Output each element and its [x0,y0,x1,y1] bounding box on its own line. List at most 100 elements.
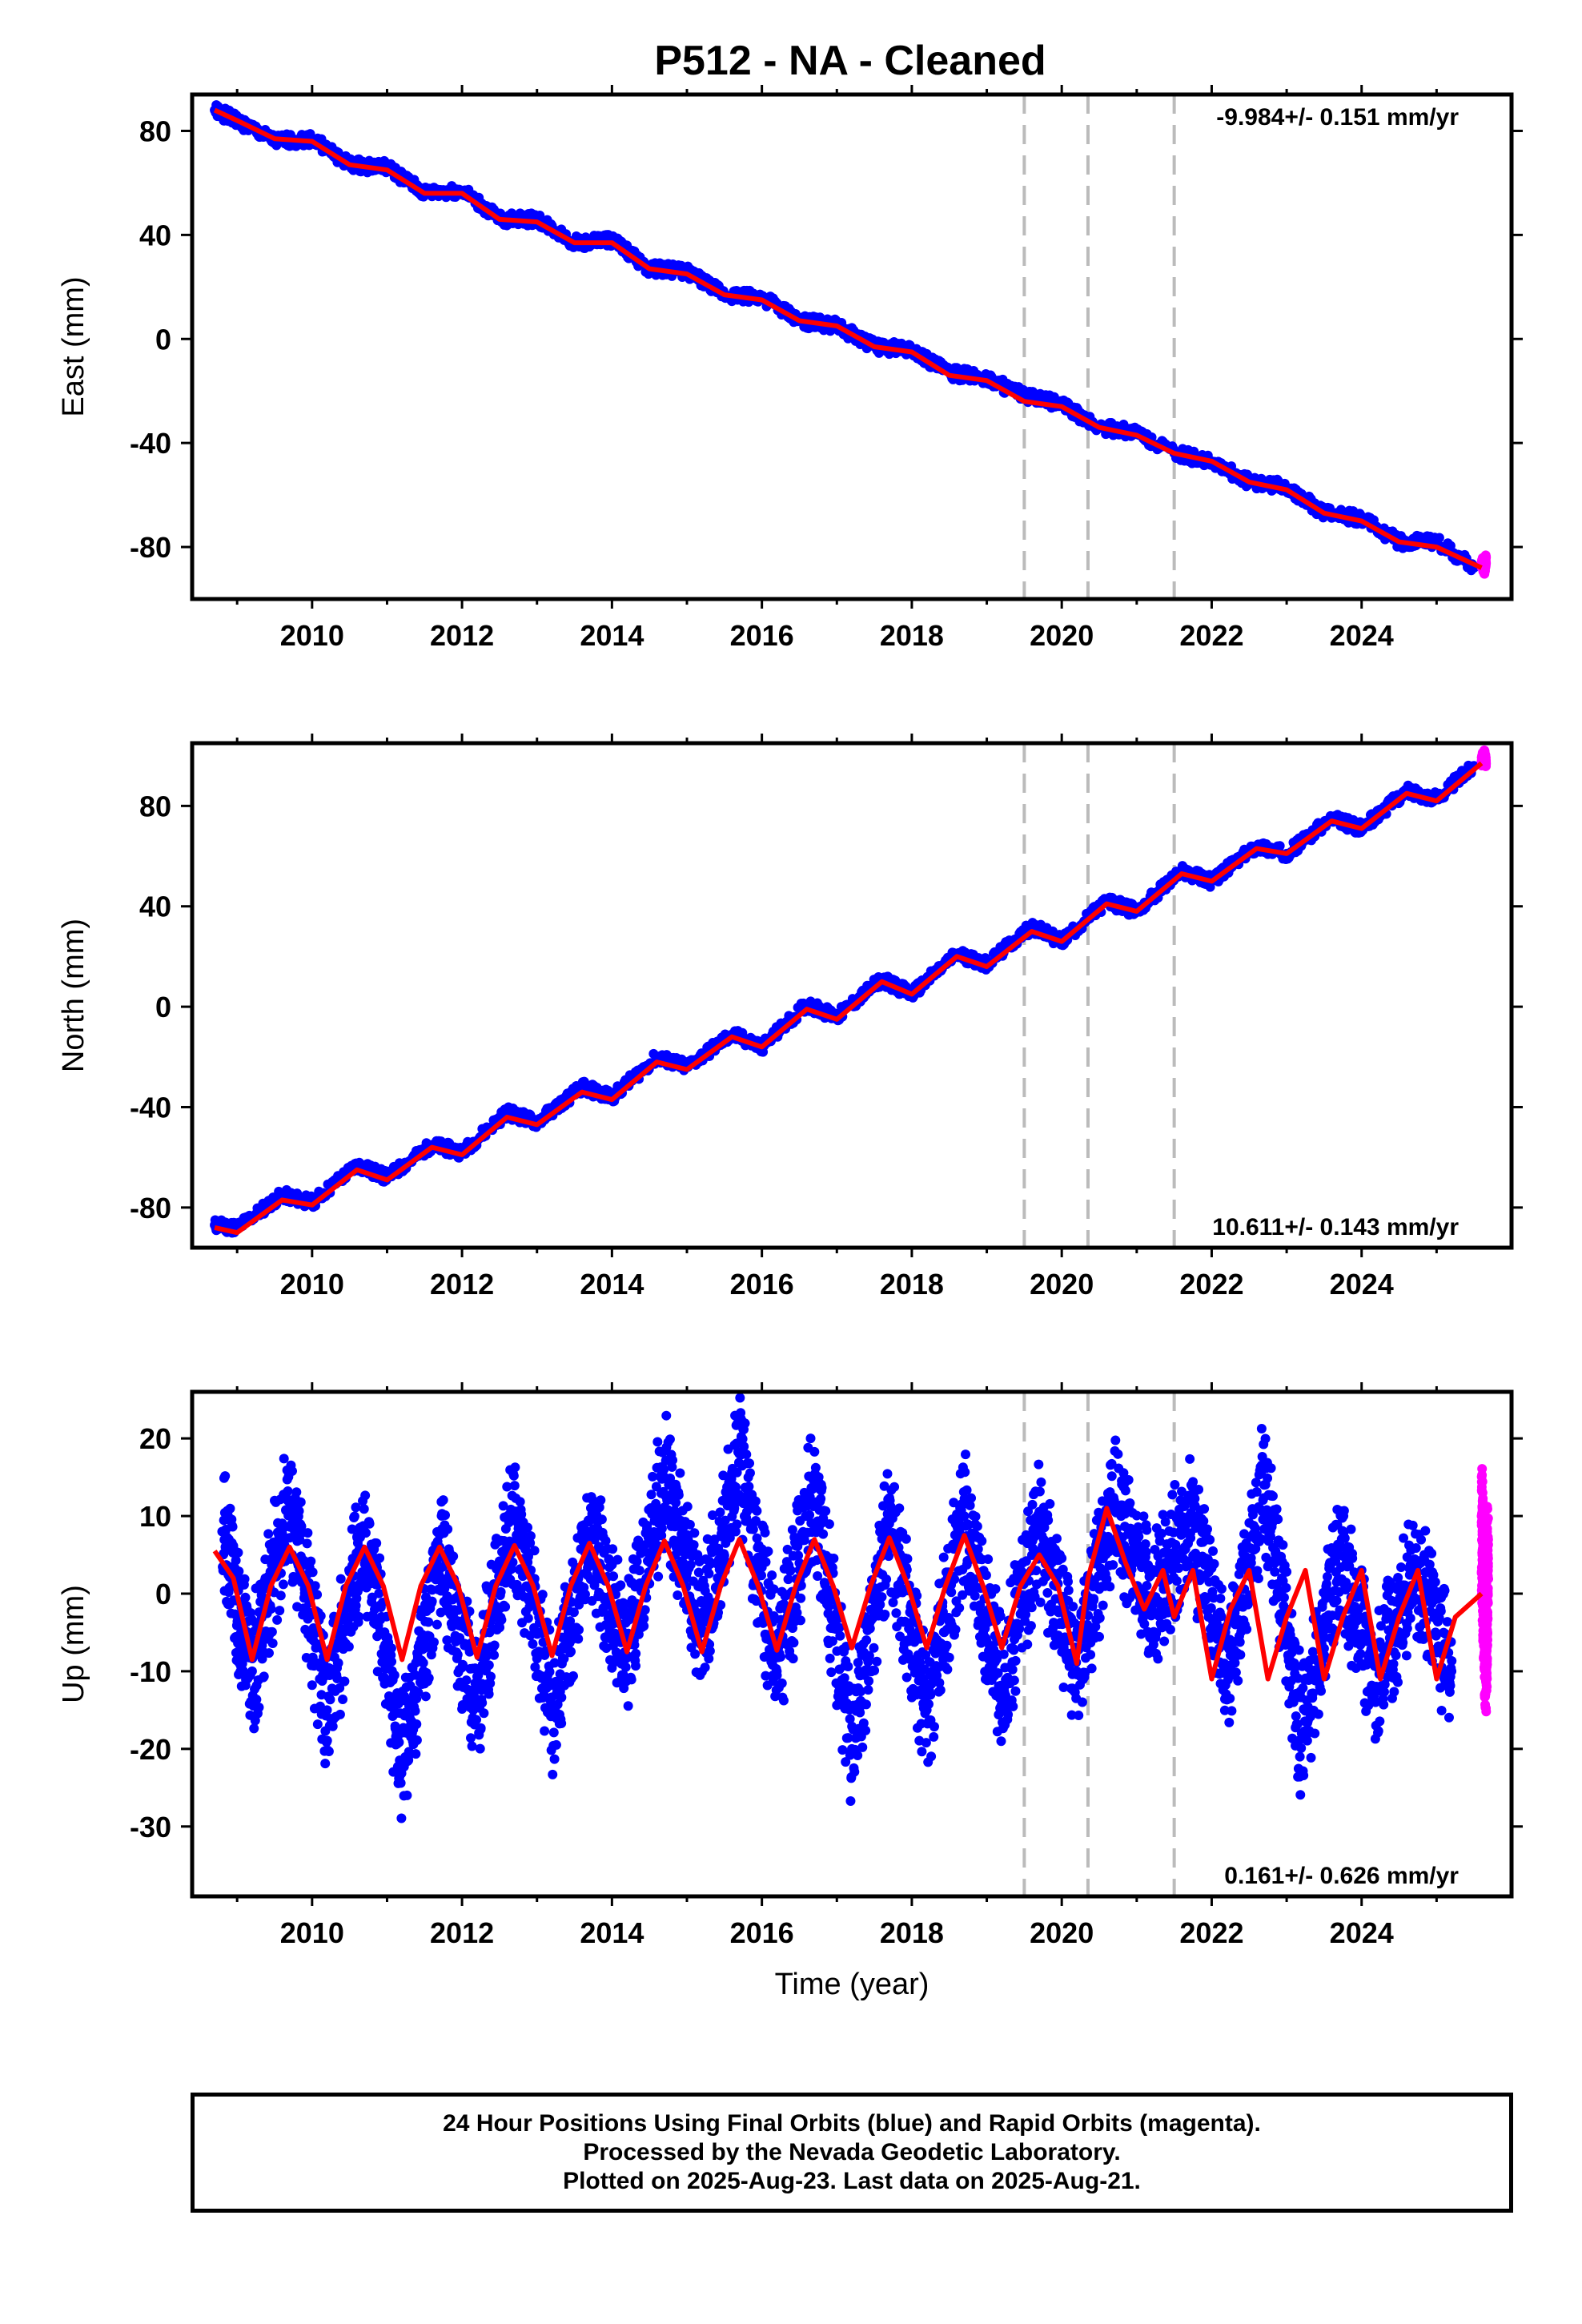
data-point [371,1538,382,1549]
x-tick-label: 2010 [280,619,344,652]
data-point [552,1699,563,1710]
data-point [259,1671,269,1682]
data-point [287,1466,298,1476]
data-point [237,1659,247,1669]
data-point [760,1527,770,1538]
data-point [1481,758,1492,769]
data-point [656,1523,667,1534]
data-point [735,1393,745,1403]
data-point [500,1602,511,1612]
x-tick-label: 2018 [880,619,944,652]
x-tick-label: 2018 [880,1268,944,1301]
data-point [535,211,545,221]
data-point [335,1574,346,1584]
data-point [705,1646,715,1656]
data-point [652,1437,663,1447]
data-point [231,1555,241,1566]
data-point [438,1562,448,1572]
data-point [631,1661,641,1671]
data-point [685,1519,695,1530]
data-point [736,1408,746,1418]
x-tick-label: 2012 [430,1268,494,1301]
data-point [283,1486,293,1497]
data-point [626,1675,636,1685]
data-point [675,1468,685,1478]
data-point [622,1651,632,1661]
data-point [744,1482,754,1492]
data-point [673,1490,684,1500]
data-point [498,1501,508,1511]
data-point [566,1647,576,1657]
data-point [596,1495,606,1506]
data-point [661,1410,672,1421]
plot-area [210,94,1492,599]
data-point [612,1554,623,1565]
x-tick-label: 2020 [1030,1268,1094,1301]
y-axis-title: North (mm) [57,919,90,1072]
data-point [704,1654,714,1664]
data-point [476,1724,486,1735]
y-tick-label: 80 [139,790,171,822]
series-blue [217,1393,1457,1823]
data-point [826,1667,837,1678]
data-point [792,1607,802,1618]
data-point [320,1759,331,1769]
data-point [805,1433,816,1444]
data-point [741,1449,752,1460]
data-point [623,1701,633,1711]
data-point [600,1536,611,1546]
data-point [225,1503,235,1514]
data-point [548,1769,558,1779]
model-fit-line [213,107,1483,570]
data-point [693,1567,704,1578]
data-point [374,1588,384,1598]
data-point [1275,841,1285,851]
data-point [673,1590,683,1601]
data-point [322,1705,332,1715]
data-point [778,1695,789,1706]
data-point [761,1557,771,1567]
page-title: P512 - NA - Cleaned [654,38,1046,84]
y-tick-label: -40 [130,1091,171,1124]
data-point [616,1580,626,1590]
data-point [665,1474,676,1484]
data-point [354,1611,364,1622]
data-point [816,1494,826,1504]
data-point [787,1525,797,1535]
data-point [394,1737,404,1747]
data-point [516,1509,527,1519]
data-point [667,1462,677,1472]
plot-area [210,743,1492,1248]
data-point [646,1490,656,1500]
data-point [418,1658,428,1668]
data-point [665,1434,675,1445]
data-point [763,1546,773,1557]
data-point [443,1524,453,1534]
data-point [810,1462,821,1473]
data-point [284,1533,295,1543]
data-point [689,1528,700,1538]
y-tick-label: 0 [155,323,171,356]
data-point [537,1590,548,1600]
data-point [548,1727,559,1738]
data-point [327,1721,338,1731]
rate-label: -9.984+/- 0.151 mm/yr [1216,104,1459,131]
data-point [573,1634,584,1644]
data-point [307,1680,317,1691]
data-point [640,1605,650,1615]
data-point [659,1464,669,1474]
data-point [477,1698,488,1708]
data-point [323,1746,334,1756]
data-point [339,1676,350,1687]
data-point [307,1567,318,1578]
data-point [475,1743,485,1754]
data-point [410,1670,420,1680]
data-point [620,1599,630,1610]
data-point [335,1709,345,1719]
data-point [413,1687,424,1698]
plot-area [212,1392,1493,1896]
data-point [375,1553,385,1563]
data-point [410,1706,420,1716]
data-point [825,1653,835,1663]
data-point [525,1538,536,1548]
